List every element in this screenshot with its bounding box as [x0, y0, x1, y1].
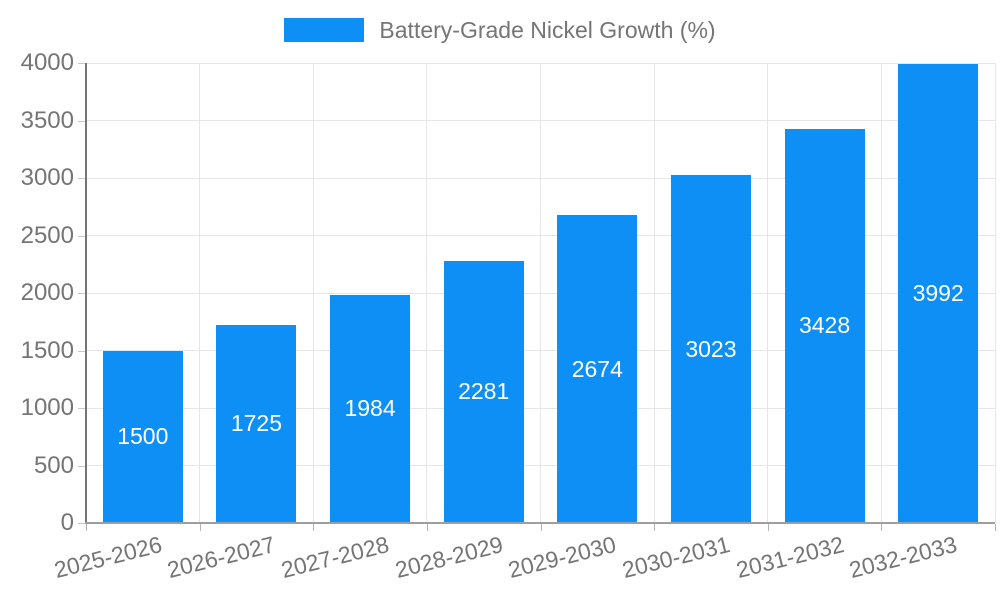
legend-label: Battery-Grade Nickel Growth (%)	[379, 16, 716, 43]
y-axis-line	[85, 63, 87, 524]
bar-value-label: 3428	[798, 312, 851, 339]
y-axis-tick-label: 4000	[20, 49, 74, 76]
x-axis-line	[85, 522, 995, 524]
gridline-vertical	[653, 63, 655, 523]
gridline-vertical	[994, 63, 996, 523]
y-axis-tick-label: 3000	[20, 164, 74, 191]
x-axis-tick	[995, 524, 996, 531]
bar: 3428	[784, 128, 865, 523]
bar: 1725	[216, 324, 297, 523]
y-axis-tick	[78, 293, 86, 294]
legend-swatch-icon	[284, 18, 365, 42]
chart-legend: Battery-Grade Nickel Growth (%)	[0, 12, 1000, 48]
bar: 3023	[670, 175, 751, 523]
x-axis-tick	[86, 524, 87, 531]
bar-value-label: 1984	[344, 395, 396, 422]
y-axis-tick-label: 500	[33, 451, 74, 479]
x-axis-tick	[313, 524, 315, 531]
bar-value-label: 3023	[685, 335, 737, 362]
bar: 3992	[898, 63, 979, 523]
x-axis-tick	[881, 524, 883, 531]
x-axis-tick	[540, 524, 542, 531]
gridline-vertical	[312, 63, 314, 523]
x-axis-tick	[426, 524, 428, 531]
y-axis-tick	[78, 350, 86, 352]
x-axis-tick	[199, 524, 201, 531]
gridline-vertical	[426, 63, 428, 523]
y-axis-tick-label: 1500	[20, 336, 74, 364]
y-axis-tick	[78, 408, 86, 409]
bar: 1984	[330, 294, 411, 523]
bar-value-label: 3992	[912, 279, 964, 306]
x-axis-tick	[654, 524, 656, 531]
bar: 2281	[443, 260, 524, 523]
gridline-vertical	[540, 63, 541, 523]
bar: 2674	[557, 215, 638, 523]
y-axis-tick-label: 3500	[20, 106, 74, 134]
y-axis-tick-label: 0	[60, 509, 74, 536]
y-axis-tick	[78, 235, 86, 237]
gridline-vertical	[880, 63, 882, 523]
y-axis-tick	[78, 465, 86, 467]
y-axis-tick	[78, 63, 86, 64]
gridline-vertical	[199, 63, 201, 523]
bar-value-label: 2281	[458, 378, 510, 405]
gridline-vertical	[767, 63, 769, 523]
y-axis-tick	[78, 120, 86, 122]
y-axis-tick-label: 2500	[20, 221, 74, 249]
bar-value-label: 1500	[117, 423, 169, 450]
x-axis-tick	[767, 524, 769, 531]
bar: 1500	[102, 350, 183, 523]
y-axis-tick	[78, 178, 86, 179]
y-axis-tick	[78, 523, 86, 524]
y-axis-tick-label: 1000	[20, 394, 74, 421]
bar-value-label: 2674	[571, 355, 623, 382]
y-axis-tick-label: 2000	[20, 279, 74, 306]
bar-value-label: 1725	[230, 410, 283, 437]
